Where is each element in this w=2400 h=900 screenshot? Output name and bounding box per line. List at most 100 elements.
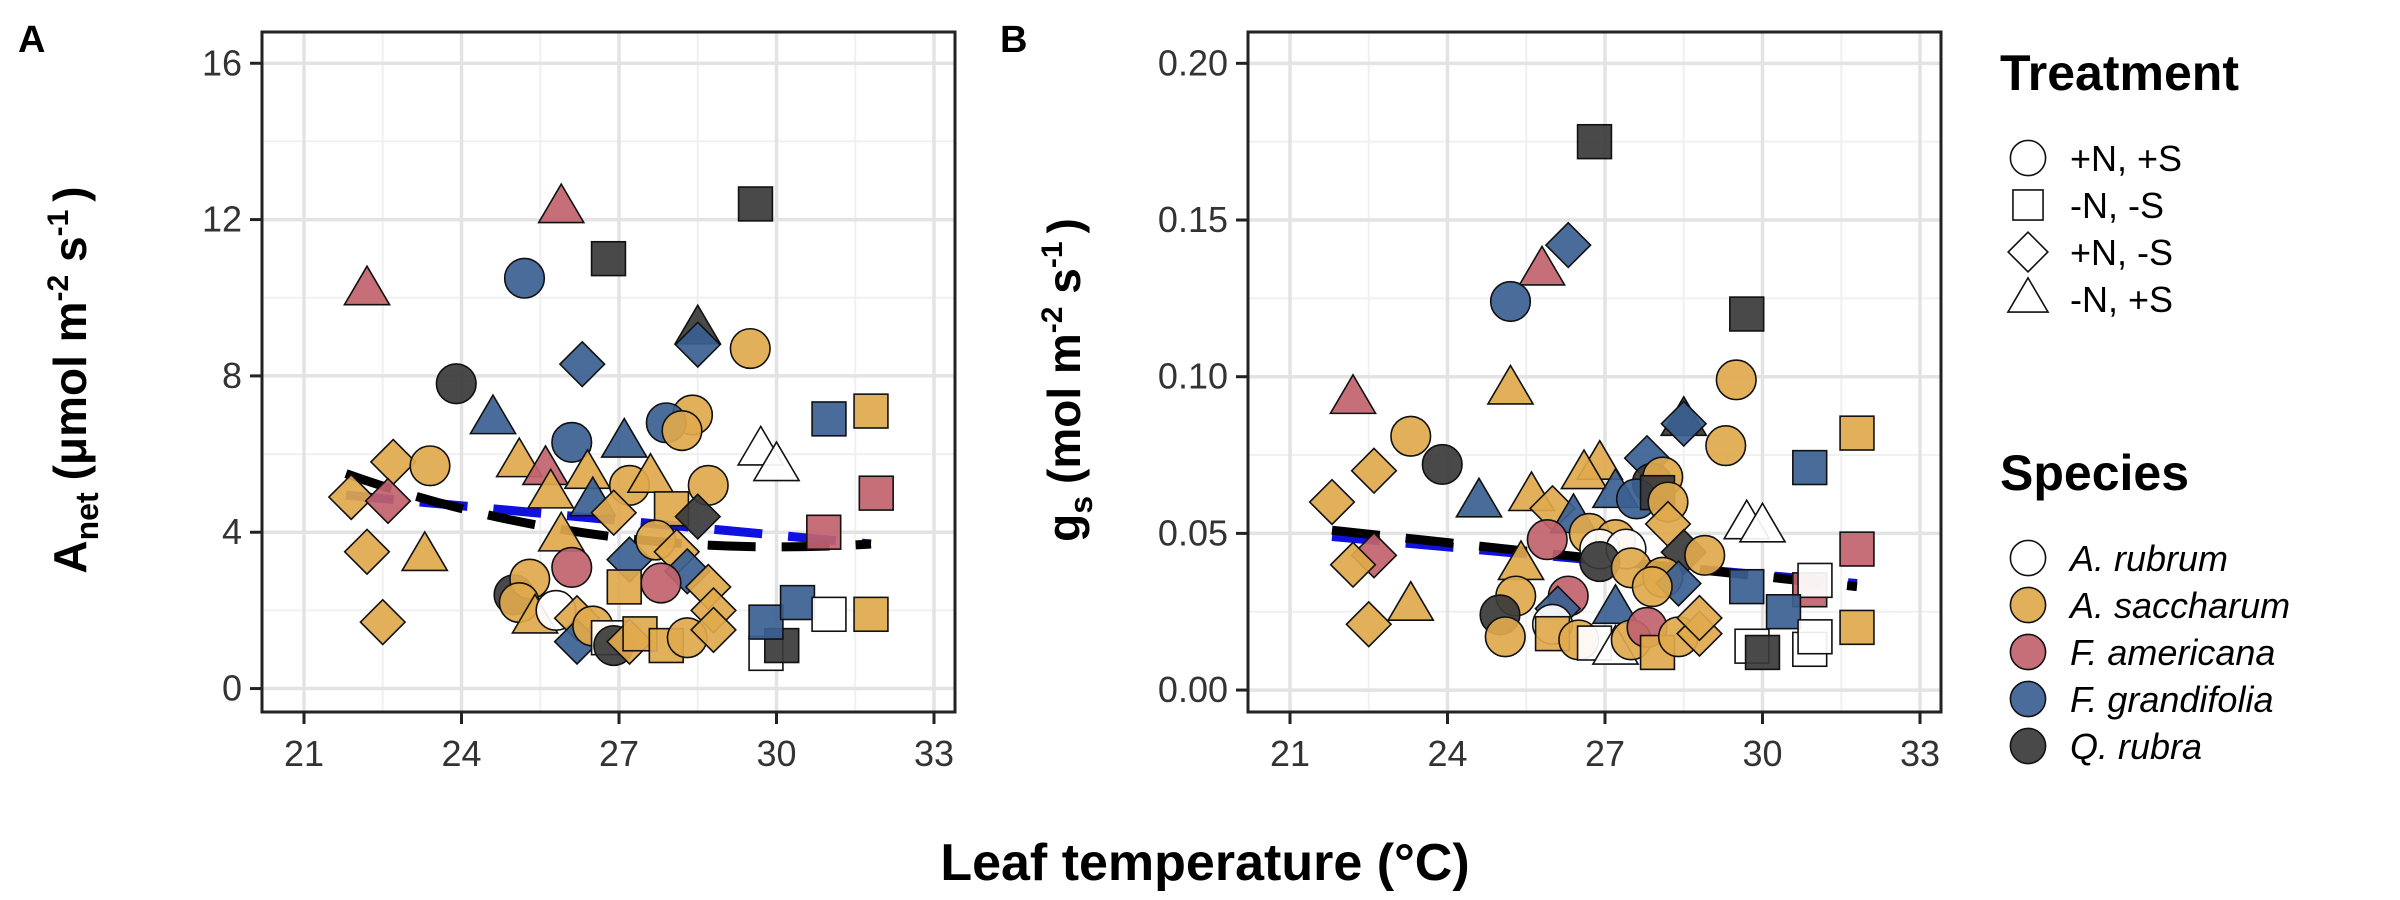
legend-treatment-label: -N, -S [2070, 185, 2164, 226]
panel-b-point-f-grandifolia-triangle [1591, 583, 1640, 625]
panel-b-point-a-saccharum-circle [1484, 616, 1526, 658]
panel-b-x-tick-label: 21 [1270, 733, 1310, 774]
panel-b-ylabel-main: g [1038, 514, 1090, 542]
panel-a-ylabel-unit: (μmol m [44, 301, 96, 480]
panel-a-x-tick-label: 21 [284, 733, 324, 774]
panel-b-y-tick-label: 0.20 [1158, 42, 1228, 83]
legend-circle-marker [2009, 139, 2047, 177]
panel-b-y-tick-label: 0.15 [1158, 199, 1228, 240]
panel-a-point-f-americana-square [806, 514, 842, 550]
panel-a-point-f-grandifolia-square [779, 584, 816, 621]
panel-a-point-f-grandifolia-triangle [600, 417, 649, 458]
panel-b-point-f-grandifolia-square [1729, 568, 1765, 605]
panel-a-x-tick-label: 27 [599, 733, 639, 774]
panel-a-ylabel-exp2: -1 [42, 210, 75, 237]
panel-a-point-a-saccharum-square [606, 569, 642, 605]
legend-treatment-label: -N, +S [2070, 279, 2173, 320]
legend-square-marker [2012, 189, 2044, 221]
panel-b-point-a-rubrum-square [1797, 619, 1833, 655]
legend-treatment-label: +N, +S [2070, 138, 2182, 179]
legend-treatment-item: +N, +S [2009, 138, 2182, 179]
panel-a-point-f-americana-diamond [364, 477, 412, 525]
panel-b-point-a-saccharum-triangle [1560, 448, 1608, 490]
panel-letter-a: A [18, 19, 45, 61]
panel-a-point-a-saccharum-triangle [400, 530, 449, 572]
panel-a-ylabel-unit2: s [44, 236, 96, 274]
panel-b-ylabel-exp1: -2 [1036, 307, 1069, 334]
panel-b-point-a-saccharum-diamond [1350, 447, 1398, 495]
panel-b: B 21 24 27 30 330.000.050.100.150.20 gs(mol … [1000, 19, 1943, 774]
panel-a-point-a-saccharum-square [853, 596, 889, 633]
panel-a-ylabel: Anet (μmol m-2 s-1) [42, 186, 105, 573]
panel-b-point-a-saccharum-circle [1705, 425, 1747, 467]
panel-a: A 21 24 27 30 33 0 4 8 12 16 Anet (μmol m-2 s-1) [18, 19, 957, 774]
panel-b-point-a-saccharum-circle [1390, 415, 1432, 457]
panel-a-point-a-saccharum-diamond [590, 489, 638, 537]
legend-species-item: A. rubrum [2009, 538, 2228, 579]
panel-b-point-f-americana-square [1839, 531, 1875, 567]
panel-a-x-tick-label: 33 [914, 733, 954, 774]
panel-b-point-f-americana-triangle [1518, 244, 1566, 286]
legend-species-label: F. americana [2070, 632, 2275, 673]
panel-a-point-f-grandifolia-diamond [558, 340, 606, 388]
legend-species-label: Q. rubra [2070, 726, 2202, 767]
legend-species-marker-q-rubra [2009, 727, 2047, 765]
legend-species: A. rubrum A. saccharum F. americana F. gran… [2009, 538, 2290, 767]
panel-b-point-f-americana-triangle [1329, 373, 1377, 415]
panel-a-trend-line [344, 469, 872, 552]
panel-b-ylabel-unit: (mol m [1038, 333, 1090, 484]
panel-b-point-f-grandifolia-square [1792, 449, 1828, 486]
panel-b-point-a-saccharum-square [1839, 609, 1875, 646]
panel-b-ylabel-unit2: s [1038, 268, 1090, 306]
panel-b-point-a-saccharum-circle [1715, 359, 1757, 401]
legend-treatment-title: Treatment [2000, 45, 2239, 101]
panel-a-grid [262, 32, 955, 712]
panel-b-x-tick-label: 24 [1427, 733, 1467, 774]
legend: Treatment +N, +S -N, -S +N, -S -N, +S Speci… [2000, 45, 2290, 767]
panel-b-point-a-rubrum-triangle [1738, 501, 1787, 543]
legend-diamond-marker [2007, 231, 2049, 273]
panel-a-point-a-saccharum-triangle [626, 452, 675, 494]
panel-a-point-a-saccharum-diamond [359, 598, 407, 646]
panel-a-point-q-rubra-square [737, 186, 774, 222]
panel-b-x-tick-label: 27 [1585, 733, 1625, 774]
legend-species-marker-f-americana [2009, 633, 2047, 671]
panel-b-point-a-saccharum-triangle [1386, 580, 1435, 621]
panel-a-point-a-saccharum-circle [729, 327, 771, 370]
legend-species-marker-f-grandifolia [2009, 680, 2047, 718]
panel-b-point-f-grandifolia-diamond [1660, 400, 1708, 448]
legend-species-label: F. grandifolia [2070, 679, 2273, 720]
panel-a-point-a-rubrum-square [811, 596, 847, 633]
panel-a-point-a-saccharum-diamond [690, 606, 737, 654]
panel-a-point-f-americana-square [858, 475, 894, 511]
legend-treatment-item: -N, +S [2006, 276, 2173, 320]
legend-treatments: +N, +S -N, -S +N, -S -N, +S [2006, 138, 2182, 320]
panel-a-x-tick-label: 24 [441, 733, 481, 774]
panel-b-point-f-grandifolia-square [1765, 594, 1802, 630]
panel-a-ticks: 21 24 27 30 33 0 4 8 12 16 [202, 42, 954, 774]
legend-species-item: Q. rubra [2009, 726, 2202, 767]
legend-species-item: F. americana [2009, 632, 2275, 673]
legend-species-label: A. rubrum [2068, 538, 2228, 579]
panel-a-ylabel-main: A [44, 540, 96, 573]
panel-a-point-a-saccharum-diamond [343, 528, 391, 576]
panel-b-point-a-saccharum-circle [1631, 566, 1673, 608]
panel-b-point-a-saccharum-diamond [1676, 594, 1723, 642]
panel-a-y-tick-label: 12 [202, 199, 242, 240]
panel-a-frame [260, 30, 957, 714]
panel-a-x-tick-label: 30 [756, 733, 796, 774]
panel-a-y-tick-label: 8 [222, 355, 242, 396]
legend-species-marker-a-saccharum [2009, 586, 2047, 624]
panel-b-point-q-rubra-square [1729, 296, 1765, 332]
panel-b-point-f-grandifolia-circle [1489, 280, 1532, 323]
legend-species-item: A. saccharum [2009, 585, 2290, 626]
panel-b-x-tick-label: 30 [1742, 733, 1782, 774]
legend-treatment-item: -N, -S [2012, 185, 2164, 226]
panel-a-point-a-saccharum-triangle [495, 436, 544, 478]
panel-a-point-a-saccharum-square [853, 393, 889, 429]
panel-a-point-f-grandifolia-triangle [469, 393, 517, 435]
panel-a-ylabel-exp1: -2 [42, 275, 75, 302]
panel-a-point-a-saccharum-circle [661, 410, 703, 452]
panel-a-point-q-rubra-diamond [674, 493, 722, 541]
